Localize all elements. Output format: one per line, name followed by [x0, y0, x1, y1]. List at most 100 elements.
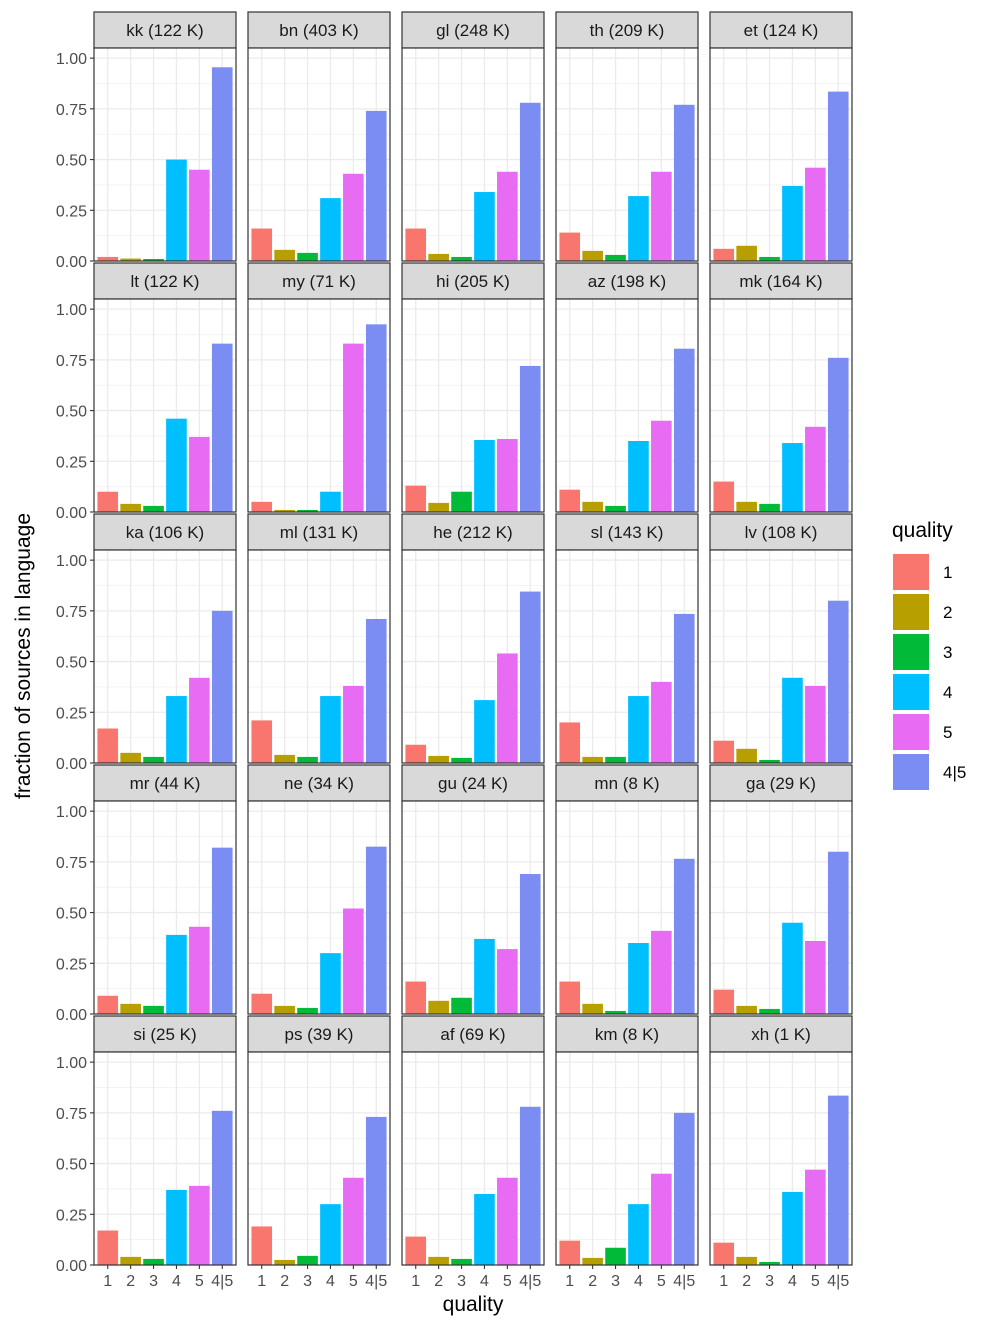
- bar-q5: [189, 677, 210, 763]
- y-tick-label: 0.75: [56, 102, 87, 119]
- x-tick-label: 1: [719, 1273, 728, 1290]
- facet-strip-label: ga (29 K): [746, 774, 816, 793]
- bar-q1: [713, 248, 735, 261]
- bar-q5: [805, 940, 826, 1014]
- bar-q2: [736, 1256, 757, 1265]
- y-tick-label: 0.00: [56, 254, 87, 271]
- bar-q5: [343, 173, 364, 261]
- bar-q1: [713, 1242, 735, 1265]
- bar-q1: [405, 981, 427, 1014]
- bar-q4-5: [519, 1106, 541, 1265]
- facet-panel: sl (143 K): [555, 513, 699, 764]
- x-tick-label: 5: [657, 1273, 666, 1290]
- facet-panel: ne (34 K): [247, 764, 391, 1015]
- bar-q4-5: [211, 343, 233, 512]
- y-tick-label: 0.75: [56, 604, 87, 621]
- bar-q4: [166, 934, 187, 1014]
- bar-q2: [428, 1000, 449, 1014]
- bar-q4-5: [827, 600, 849, 763]
- x-axis-title: quality: [443, 1293, 504, 1316]
- x-tick-label: 2: [588, 1273, 597, 1290]
- facet-panel: et (124 K): [709, 11, 853, 262]
- x-axis-ticks: 1 2 3 4 5 4|5 1 2 3 4 5 4|5 1 2 3 4 5 4|5 1 2 3 4 5 4|5 1 2 3 4 5 4|5: [103, 1265, 849, 1290]
- panel-border: [709, 800, 853, 1015]
- x-tick-label: 4|5: [673, 1273, 695, 1290]
- facet-strip: [247, 262, 391, 300]
- bar-q4-5: [519, 102, 541, 262]
- legend-label: 3: [943, 643, 952, 662]
- y-tick-label: 0.50: [56, 906, 87, 923]
- bar-q4: [320, 953, 341, 1014]
- panel-border: [93, 800, 237, 1015]
- x-tick-label: 5: [349, 1273, 358, 1290]
- bar-q1: [713, 989, 735, 1014]
- bar-q1: [559, 981, 581, 1014]
- bar-q2: [428, 502, 449, 512]
- bar-q4: [320, 1204, 341, 1265]
- panel-border: [93, 47, 237, 262]
- bar-q4-5: [827, 851, 849, 1014]
- facet-panel: lt (122 K): [93, 262, 237, 513]
- y-axis-ticks: 0.00 0.25 0.50 0.75 1.00 0.00 0.25 0.50 0.75 1.00…: [56, 51, 94, 1275]
- facet-strip-label: kk (122 K): [126, 21, 203, 40]
- facet-strip: [401, 764, 545, 802]
- bar-q1: [405, 485, 427, 512]
- bar-q3: [451, 757, 472, 763]
- bar-q2: [582, 756, 603, 763]
- y-tick-label: 0.25: [56, 705, 87, 722]
- bar-q5: [343, 1177, 364, 1265]
- bar-q2: [582, 250, 603, 261]
- bar-q3: [759, 503, 780, 512]
- bar-q2: [736, 501, 757, 512]
- bar-q2: [274, 1259, 295, 1265]
- legend-title: quality: [892, 519, 953, 542]
- bar-q4: [320, 198, 341, 261]
- x-tick-label: 2: [742, 1273, 751, 1290]
- x-tick-label: 5: [195, 1273, 204, 1290]
- panel-border: [247, 298, 391, 513]
- facet-strip-label: mr (44 K): [130, 774, 201, 793]
- bar-q4-5: [673, 104, 695, 261]
- facet-strip: [247, 764, 391, 802]
- facet-panel: xh (1 K): [709, 1015, 853, 1266]
- bar-q5: [343, 343, 364, 512]
- bar-q5: [651, 1173, 672, 1265]
- bar-q4: [782, 443, 803, 512]
- x-tick-label: 4: [480, 1273, 489, 1290]
- facet-strip-label: gl (248 K): [436, 21, 510, 40]
- bar-q5: [805, 685, 826, 763]
- bar-q4: [782, 1191, 803, 1265]
- bar-q4: [320, 696, 341, 763]
- bar-q1: [713, 481, 735, 512]
- bar-q4-5: [827, 357, 849, 512]
- bar-q3: [297, 252, 318, 261]
- y-axis-title: fraction of sources in language: [12, 513, 35, 799]
- bar-q4: [166, 159, 187, 261]
- bar-q2: [274, 249, 295, 261]
- panel-border: [401, 1051, 545, 1266]
- bar-q3: [759, 256, 780, 261]
- facet-panel: lv (108 K): [709, 513, 853, 764]
- bar-q4-5: [673, 348, 695, 512]
- x-tick-label: 3: [611, 1273, 620, 1290]
- facet-panel: hi (205 K): [401, 262, 545, 513]
- x-tick-label: 5: [811, 1273, 820, 1290]
- bar-q2: [736, 245, 757, 261]
- bar-q1: [251, 501, 273, 512]
- bar-q3: [297, 1007, 318, 1014]
- y-tick-label: 0.25: [56, 203, 87, 220]
- bar-q5: [497, 653, 518, 763]
- bar-q2: [582, 1257, 603, 1265]
- bar-q4-5: [673, 1112, 695, 1265]
- bar-q5: [189, 926, 210, 1014]
- bar-q4-5: [365, 618, 387, 763]
- facet-strip-label: th (209 K): [590, 21, 665, 40]
- facet-panel: mk (164 K): [709, 262, 853, 513]
- facet-panel: gu (24 K): [401, 764, 545, 1015]
- bar-q5: [651, 681, 672, 763]
- x-tick-label: 1: [411, 1273, 420, 1290]
- x-tick-label: 4|5: [519, 1273, 541, 1290]
- legend-swatch-4-5: [893, 754, 929, 790]
- legend-label: 5: [943, 723, 952, 742]
